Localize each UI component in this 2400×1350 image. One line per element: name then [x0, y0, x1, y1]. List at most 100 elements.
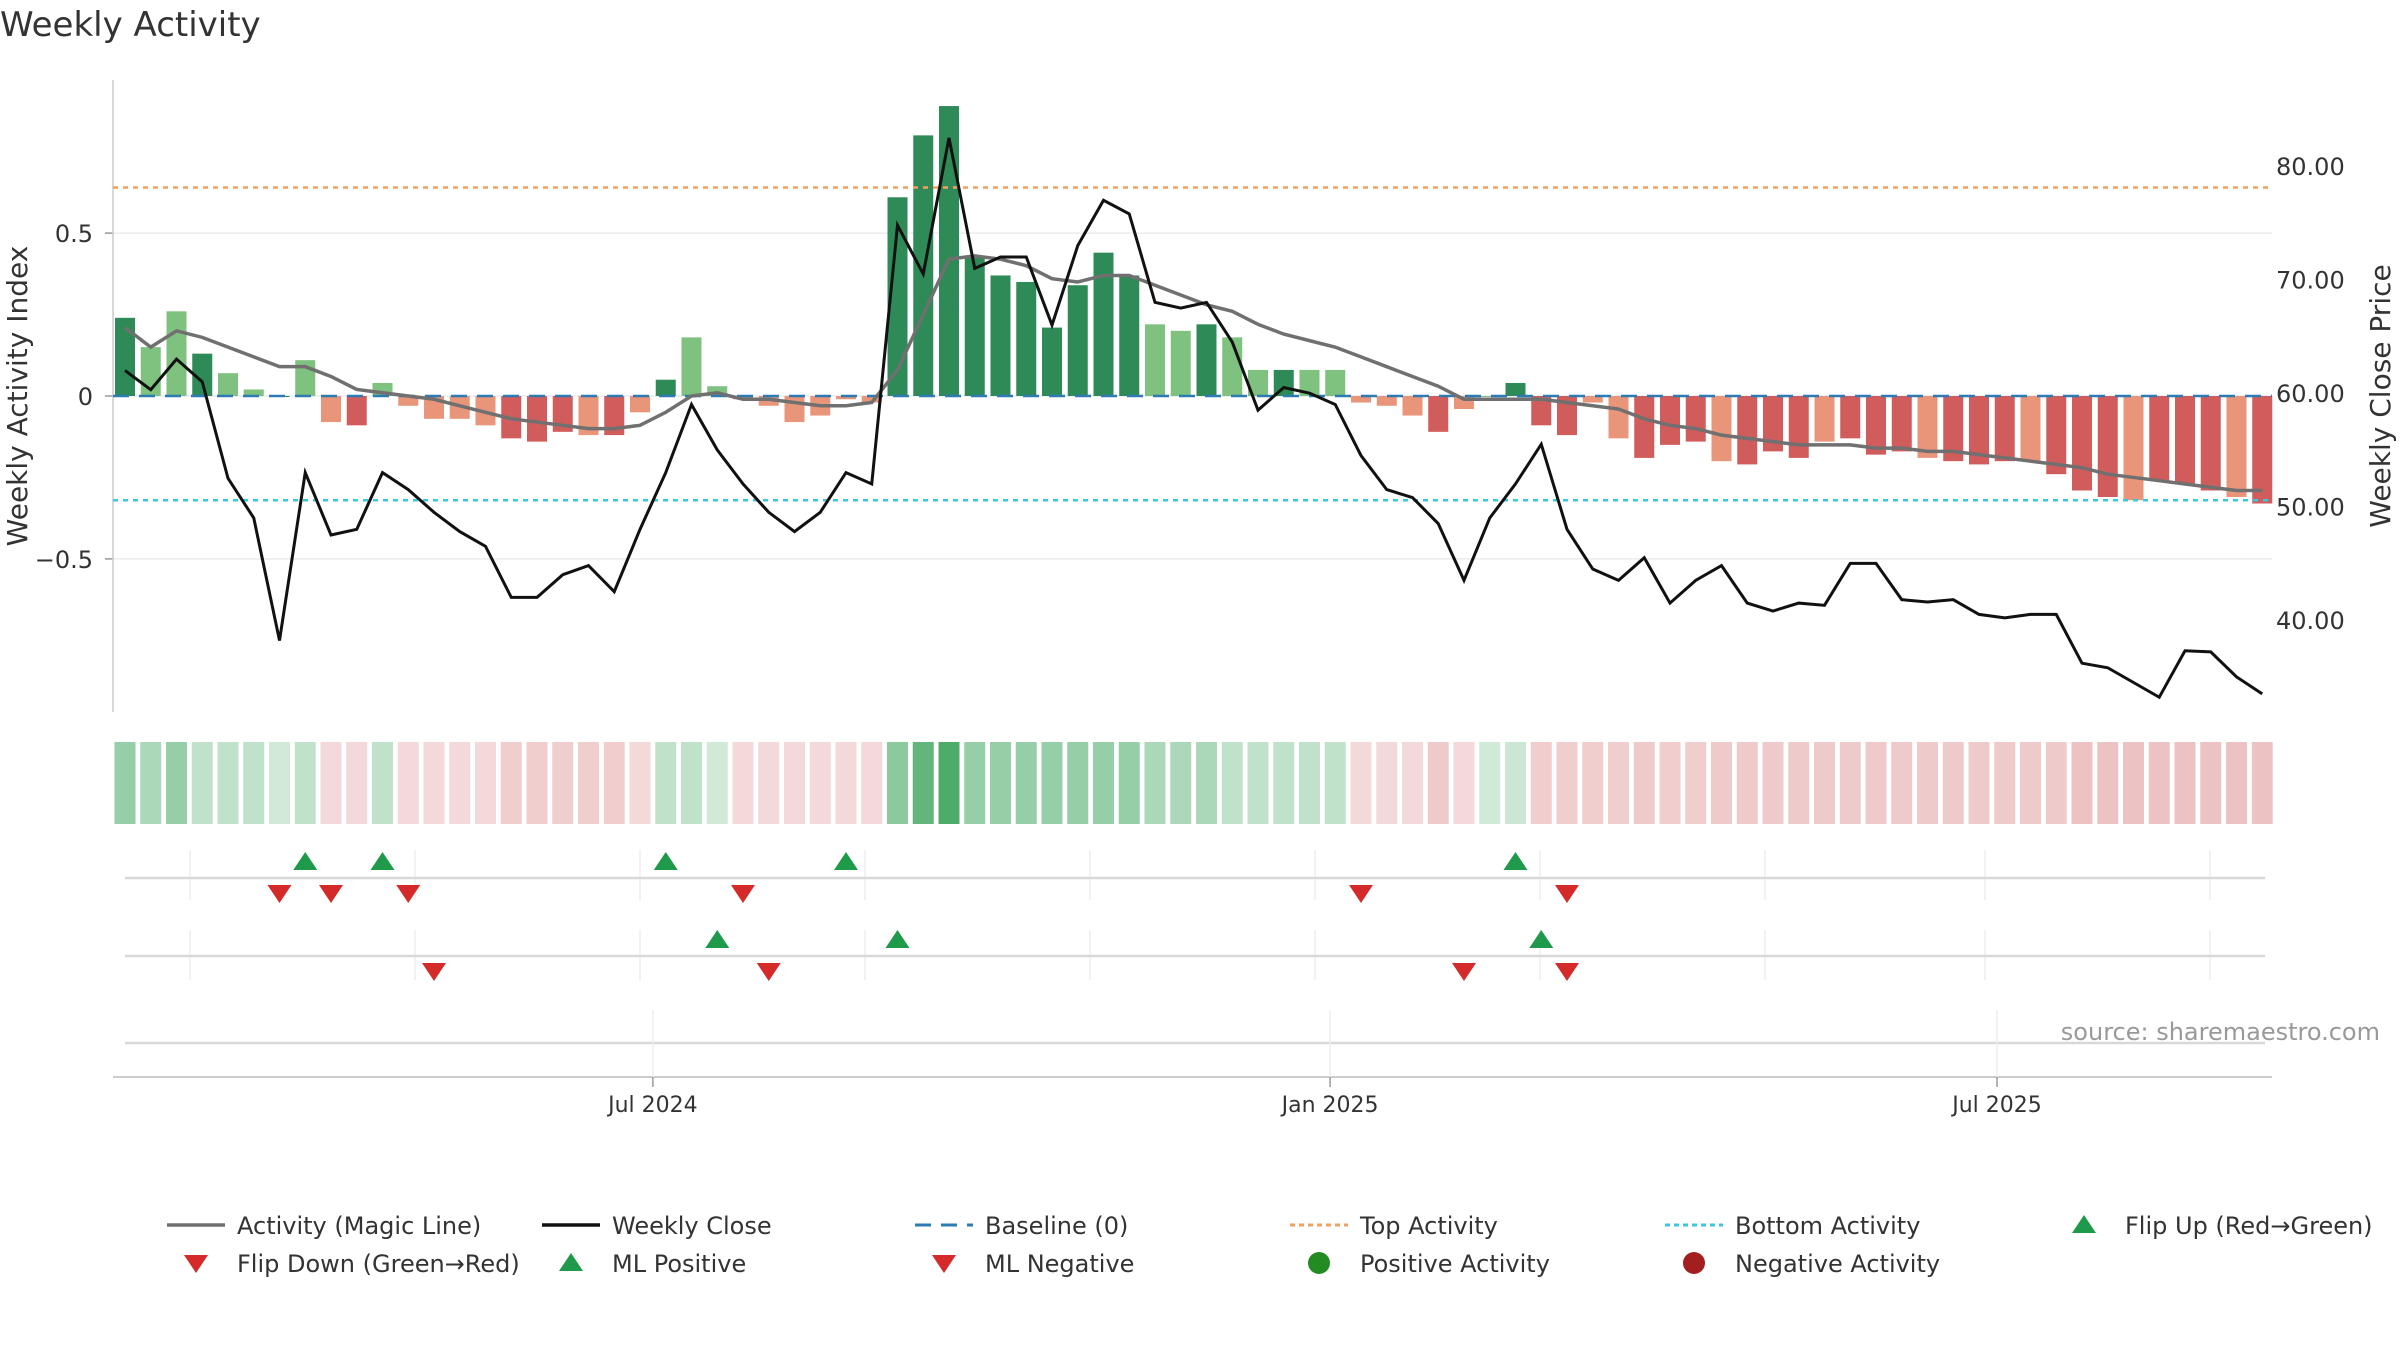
- activity-bar: [1376, 396, 1397, 406]
- heat-strip-cell: [166, 742, 187, 824]
- flip-down-marker: [267, 885, 292, 903]
- source-label: source: sharemaestro.com: [2061, 1018, 2380, 1046]
- activity-bar: [1608, 396, 1629, 439]
- heat-strip-cell: [2148, 742, 2170, 824]
- heat-strip-cell: [1324, 742, 1346, 824]
- flip-signals-panel: [125, 850, 2265, 903]
- heat-strip-cell: [1196, 742, 1217, 824]
- heat-strip-cell: [1221, 742, 1243, 824]
- heat-strip-cell: [475, 742, 496, 824]
- heat-strip-cell: [1582, 742, 1604, 824]
- heat-strip-cell: [784, 742, 805, 824]
- heat-strip-cell: [2020, 742, 2041, 824]
- heat-strip-cell: [1067, 742, 1089, 824]
- activity-bar: [1840, 396, 1861, 439]
- ml-positive-marker: [885, 930, 910, 948]
- activity-bar: [2252, 396, 2273, 504]
- heat-strip-cell: [990, 742, 1011, 824]
- activity-bar: [655, 379, 676, 396]
- activity-bar: [836, 396, 856, 400]
- legend-label: Flip Down (Green→Red): [237, 1250, 520, 1278]
- flip-up-marker: [834, 852, 858, 870]
- heat-strip-cell: [1530, 742, 1552, 824]
- legend-label: Top Activity: [1359, 1212, 1498, 1240]
- heat-strip-cell: [1685, 742, 1707, 824]
- legend-item: Negative Activity: [1683, 1250, 1940, 1278]
- heat-strip-cell: [758, 742, 780, 824]
- activity-bar: [1891, 396, 1912, 452]
- flip-down-marker: [319, 885, 343, 903]
- heat-strip-cell: [1505, 742, 1526, 824]
- activity-bar: [2097, 396, 2118, 497]
- legend-swatch: [932, 1255, 956, 1273]
- legend: Activity (Magic Line) Weekly Close Baselin…: [167, 1212, 2373, 1278]
- heat-strip-cell: [1453, 742, 1475, 824]
- heat-strip-cell: [2251, 742, 2273, 824]
- activity-bar: [1402, 396, 1423, 416]
- heat-strip-cell: [397, 742, 419, 824]
- x-tick-label: Jan 2025: [1280, 1093, 1379, 1118]
- ml-positive-marker: [1529, 930, 1554, 948]
- heat-strip-cell: [1402, 742, 1423, 824]
- activity-bar: [630, 396, 650, 413]
- legend-swatch: [559, 1253, 583, 1271]
- legend-label: Bottom Activity: [1735, 1212, 1920, 1240]
- activity-bar: [527, 396, 547, 442]
- bottom-axis: Jul 2024 Jan 2025 Jul 2025: [113, 1010, 2272, 1118]
- ml-negative-marker: [1452, 963, 1476, 981]
- heat-strip-cell: [1299, 742, 1320, 824]
- activity-bar: [2020, 396, 2041, 462]
- flip-up-marker: [370, 852, 395, 870]
- heat-strip: [114, 742, 2273, 824]
- activity-bar: [964, 255, 985, 396]
- heat-strip-cell: [1891, 742, 1913, 824]
- ml-negative-marker: [422, 963, 446, 981]
- activity-bar: [1814, 396, 1835, 442]
- activity-bar: [1943, 396, 1964, 462]
- legend-item: Flip Down (Green→Red): [184, 1250, 520, 1278]
- heat-strip-cell: [1659, 742, 1681, 824]
- activity-bar: [1119, 275, 1140, 396]
- legend-item: Baseline (0): [915, 1212, 1128, 1240]
- activity-bar: [861, 396, 882, 403]
- activity-bar: [1325, 369, 1346, 396]
- activity-bar: [1737, 396, 1758, 465]
- legend-label: ML Positive: [612, 1250, 746, 1278]
- activity-bar: [2200, 396, 2221, 491]
- heat-strip-cell: [1376, 742, 1398, 824]
- y-left-tick-label: 0: [78, 383, 93, 411]
- heat-strip-cell: [1247, 742, 1269, 824]
- legend-label: Baseline (0): [985, 1212, 1128, 1240]
- heat-strip-cell: [526, 742, 548, 824]
- heat-strip-cell: [217, 742, 239, 824]
- legend-label: ML Negative: [985, 1250, 1134, 1278]
- activity-bar: [321, 396, 341, 423]
- legend-label: Activity (Magic Line): [237, 1212, 481, 1240]
- legend-swatch: [1308, 1252, 1330, 1274]
- flip-down-marker: [396, 885, 421, 903]
- heat-strip-cell: [1865, 742, 1887, 824]
- ml-positive-marker: [705, 930, 730, 948]
- ml-signals-panel: [125, 930, 2265, 981]
- activity-bar: [1917, 396, 1938, 458]
- legend-item: ML Positive: [559, 1250, 746, 1278]
- heat-strip-cell: [114, 742, 136, 824]
- heat-strip-cell: [732, 742, 754, 824]
- activity-bar: [243, 389, 264, 396]
- activity-bar: [990, 275, 1011, 396]
- activity-bar: [1093, 252, 1114, 396]
- heat-strip-cell: [1350, 742, 1372, 824]
- heat-strip-cell: [1633, 742, 1655, 824]
- heat-strip-cell: [912, 742, 934, 824]
- flip-up-marker: [1503, 852, 1528, 870]
- activity-bar: [681, 337, 702, 396]
- activity-bar: [1763, 396, 1783, 452]
- activity-bar: [1505, 382, 1526, 396]
- activity-bar: [346, 396, 367, 426]
- activity-bar: [115, 317, 135, 396]
- activity-bar: [1479, 396, 1500, 397]
- activity-bar: [1248, 369, 1268, 396]
- legend-label: Flip Up (Red→Green): [2125, 1212, 2373, 1240]
- legend-item: Top Activity: [1290, 1212, 1498, 1240]
- heat-strip-cell: [1041, 742, 1063, 824]
